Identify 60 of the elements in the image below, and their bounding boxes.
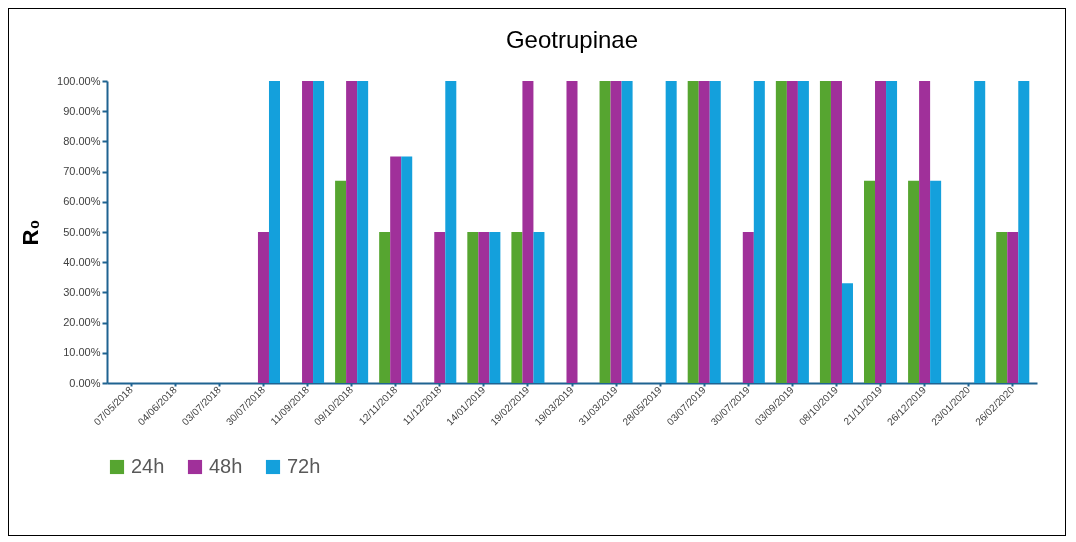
bar	[346, 81, 358, 383]
chart-title: Geotrupinae	[505, 26, 639, 53]
bar	[621, 81, 633, 383]
legend-label: 48h	[209, 455, 243, 477]
y-tick-label: 90.00%	[63, 104, 101, 117]
bar	[610, 81, 622, 383]
bar	[1007, 232, 1019, 383]
bar	[841, 283, 853, 383]
y-tick-label: 30.00%	[63, 285, 101, 298]
y-tick-label: 60.00%	[63, 195, 101, 208]
bar	[390, 156, 402, 383]
bar	[302, 81, 314, 383]
bar	[489, 232, 501, 383]
bar	[445, 81, 457, 383]
bar	[698, 81, 710, 383]
legend-label: 24h	[131, 455, 165, 477]
bar	[775, 81, 787, 383]
y-tick-label: 50.00%	[63, 225, 101, 238]
bar	[996, 232, 1008, 383]
bar	[533, 232, 545, 383]
bar	[753, 81, 765, 383]
bar	[974, 81, 986, 383]
bar	[797, 81, 809, 383]
bar	[830, 81, 842, 383]
bar	[1018, 81, 1030, 383]
bar	[268, 81, 280, 383]
bar	[379, 232, 391, 383]
bar	[478, 232, 490, 383]
y-axis-title: R₀	[18, 219, 44, 246]
y-tick-label: 0.00%	[69, 376, 101, 389]
bar	[511, 232, 523, 383]
bar	[257, 232, 269, 383]
bar	[864, 180, 876, 383]
bar	[566, 81, 578, 383]
bar	[665, 81, 677, 383]
bar	[819, 81, 831, 383]
y-tick-label: 70.00%	[63, 165, 101, 178]
bar	[401, 156, 413, 383]
bar	[357, 81, 369, 383]
bar	[786, 81, 798, 383]
bar	[875, 81, 887, 383]
y-tick-label: 20.00%	[63, 316, 101, 329]
bar	[908, 180, 920, 383]
y-tick-label: 80.00%	[63, 134, 101, 147]
y-tick-label: 40.00%	[63, 255, 101, 268]
bar	[930, 180, 942, 383]
bar	[687, 81, 699, 383]
bar	[599, 81, 611, 383]
bar	[742, 232, 754, 383]
bar	[709, 81, 721, 383]
y-tick-label: 100.00%	[57, 74, 101, 87]
bar	[919, 81, 931, 383]
bar	[886, 81, 898, 383]
bar	[467, 232, 479, 383]
bar	[335, 180, 347, 383]
y-tick-label: 10.00%	[63, 346, 101, 359]
bar	[434, 232, 446, 383]
bar	[313, 81, 325, 383]
legend-label: 72h	[287, 455, 321, 477]
bar	[522, 81, 534, 383]
